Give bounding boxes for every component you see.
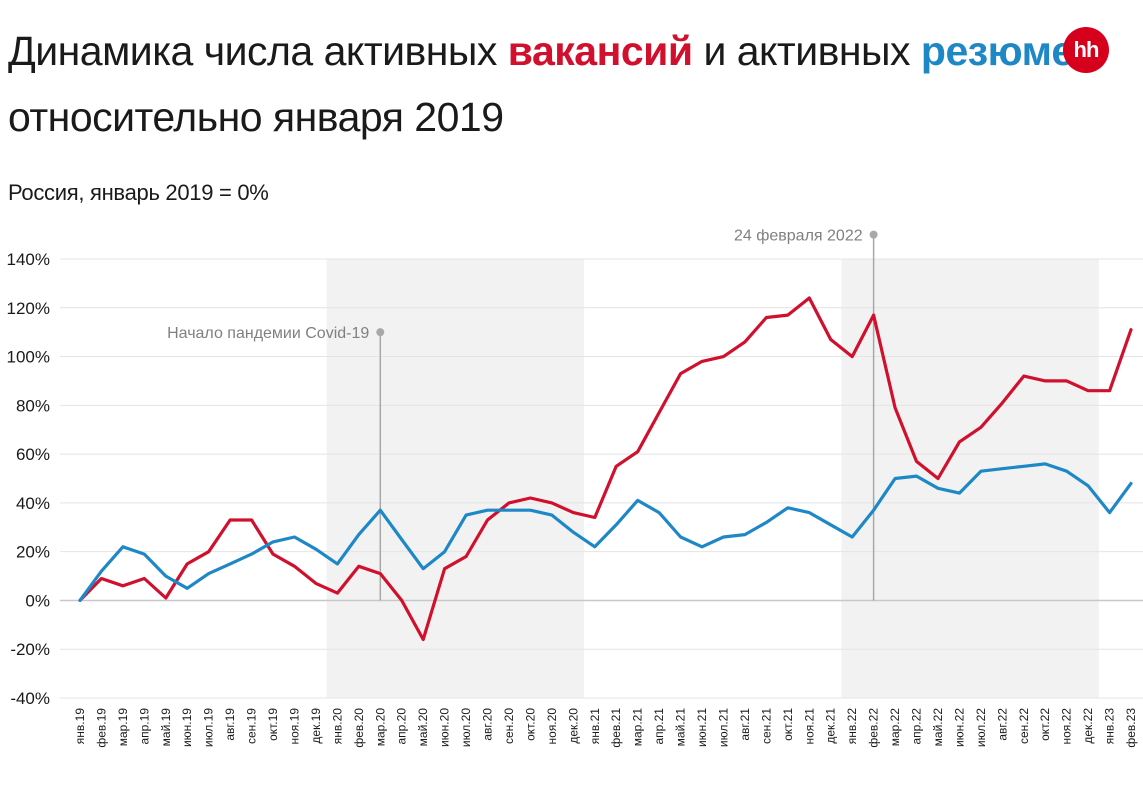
- annotation-dot-2: [869, 230, 878, 239]
- x-tick-label: ноя.22: [1060, 708, 1074, 745]
- x-tick-label: мар.22: [888, 708, 902, 747]
- y-tick-label: 40%: [16, 494, 50, 513]
- series-line-vacancies: [78, 296, 1133, 642]
- y-tick-label: 0%: [25, 591, 50, 610]
- annotation-dot-1: [376, 328, 385, 337]
- x-tick-label: май.19: [159, 708, 173, 747]
- x-tick-label: июл.22: [974, 708, 988, 747]
- y-tick-label: -40%: [10, 689, 50, 708]
- x-tick-label: дек.19: [309, 708, 323, 744]
- x-tick-label: сен.19: [245, 708, 259, 744]
- x-tick-label: июл.20: [459, 708, 473, 747]
- x-tick-label: ноя.19: [287, 708, 301, 745]
- annotation-label-2: 24 февраля 2022: [734, 228, 863, 245]
- x-tick-label: окт.22: [1038, 708, 1052, 741]
- x-tick-label: окт.20: [523, 708, 537, 741]
- x-tick-label: май.21: [674, 708, 688, 747]
- title-highlight-vacancies: вакансий: [507, 28, 693, 74]
- series-line-resumes: [78, 462, 1133, 603]
- x-tick-label: мар.20: [373, 708, 387, 747]
- x-tick-label: дек.22: [1081, 708, 1095, 744]
- x-tick-label: дек.21: [824, 708, 838, 744]
- x-tick-label: май.20: [416, 708, 430, 747]
- x-tick-label: апр.20: [395, 708, 409, 745]
- y-tick-label: 100%: [7, 348, 50, 367]
- x-tick-label: фев.23: [1124, 708, 1138, 748]
- title-part1: Динамика числа активных: [8, 28, 508, 74]
- title-line2: относительно января 2019: [8, 94, 504, 140]
- x-tick-label: июн.22: [952, 708, 966, 747]
- x-tick-label: окт.21: [781, 708, 795, 741]
- x-tick-label: сен.20: [502, 708, 516, 744]
- annotation-label-1: Начало пандемии Covid-19: [167, 325, 369, 342]
- y-tick-label: 60%: [16, 445, 50, 464]
- x-tick-label: апр.21: [652, 708, 666, 745]
- x-tick-label: сен.22: [1017, 708, 1031, 744]
- x-tick-label: июн.19: [180, 708, 194, 747]
- shaded-period-1: [326, 259, 585, 698]
- x-tick-label: фев.21: [609, 708, 623, 748]
- y-tick-label: 20%: [16, 543, 50, 562]
- y-tick-label: 140%: [7, 250, 50, 269]
- x-tick-label: янв.23: [1103, 708, 1117, 745]
- x-tick-label: июн.21: [695, 708, 709, 747]
- x-tick-label: июл.21: [716, 708, 730, 747]
- x-tick-label: янв.20: [330, 708, 344, 745]
- x-tick-label: окт.19: [266, 708, 280, 741]
- y-tick-label: -20%: [10, 640, 50, 659]
- x-tick-label: июл.19: [202, 708, 216, 747]
- y-tick-label: 120%: [7, 299, 50, 318]
- x-tick-label: янв.19: [73, 708, 87, 745]
- x-tick-label: авг.21: [738, 708, 752, 741]
- x-tick-label: ноя.20: [545, 708, 559, 745]
- title-highlight-resumes: резюме: [920, 28, 1074, 74]
- x-tick-label: янв.22: [845, 708, 859, 745]
- x-tick-label: авг.20: [481, 708, 495, 741]
- x-tick-label: фев.19: [94, 708, 108, 748]
- chart-subtitle: Россия, январь 2019 = 0%: [8, 180, 269, 205]
- x-tick-label: фев.22: [867, 708, 881, 748]
- x-tick-label: фев.20: [352, 708, 366, 748]
- x-tick-label: мар.21: [631, 708, 645, 747]
- x-tick-label: май.22: [931, 708, 945, 747]
- x-tick-label: июн.20: [438, 708, 452, 747]
- x-tick-label: сен.21: [759, 708, 773, 744]
- chart-title: Динамика числа активных вакансий и актив…: [8, 18, 1074, 150]
- y-tick-label: 80%: [16, 396, 50, 415]
- x-tick-label: мар.19: [116, 708, 130, 747]
- x-tick-label: дек.20: [566, 708, 580, 744]
- x-tick-label: авг.19: [223, 708, 237, 741]
- hh-logo: hh: [1063, 27, 1109, 73]
- shaded-period-2: [841, 259, 1099, 698]
- x-tick-label: янв.21: [588, 708, 602, 745]
- x-tick-label: ноя.21: [802, 708, 816, 745]
- title-part2: и активных: [692, 28, 921, 74]
- x-tick-label: апр.22: [910, 708, 924, 745]
- x-tick-label: авг.22: [995, 708, 1009, 741]
- x-tick-label: апр.19: [137, 708, 151, 745]
